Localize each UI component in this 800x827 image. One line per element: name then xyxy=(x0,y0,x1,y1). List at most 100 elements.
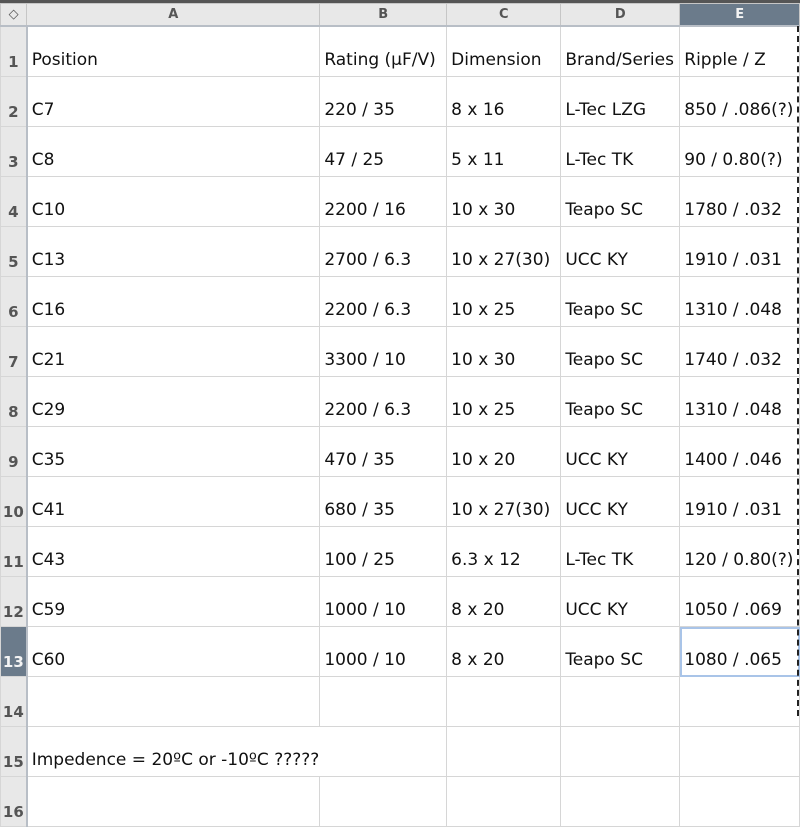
cell-b16[interactable] xyxy=(319,776,448,827)
cell-a9[interactable]: C35 xyxy=(26,426,321,477)
column-header-c[interactable]: C xyxy=(446,3,562,27)
cell-d5[interactable]: UCC KY xyxy=(560,226,681,277)
cell-c2[interactable]: 8 x 16 xyxy=(446,76,562,127)
row-header-1[interactable]: 1 xyxy=(0,25,28,77)
cell-a6[interactable]: C16 xyxy=(26,276,321,327)
cell-a4[interactable]: C10 xyxy=(26,176,321,227)
cell-b9[interactable]: 470 / 35 xyxy=(319,426,448,477)
cell-b4[interactable]: 2200 / 16 xyxy=(319,176,448,227)
row-header-4[interactable]: 4 xyxy=(0,176,28,227)
select-all-diamond-icon[interactable]: ◇ xyxy=(0,3,28,27)
cell-c12[interactable]: 8 x 20 xyxy=(446,576,562,627)
row-header-13[interactable]: 13 xyxy=(0,626,28,677)
cell-b10[interactable]: 680 / 35 xyxy=(319,476,448,527)
cell-b11[interactable]: 100 / 25 xyxy=(319,526,448,577)
cell-e12[interactable]: 1050 / .069 xyxy=(679,576,800,627)
cell-c7[interactable]: 10 x 30 xyxy=(446,326,562,377)
cell-d4[interactable]: Teapo SC xyxy=(560,176,681,227)
column-header-e[interactable]: E xyxy=(679,3,800,27)
cell-b1[interactable]: Rating (µF/V) xyxy=(319,25,448,77)
cell-b7[interactable]: 3300 / 10 xyxy=(319,326,448,377)
row-header-7[interactable]: 7 xyxy=(0,326,28,377)
cell-c10[interactable]: 10 x 27(30) xyxy=(446,476,562,527)
cell-b13[interactable]: 1000 / 10 xyxy=(319,626,448,677)
cell-a2[interactable]: C7 xyxy=(26,76,321,127)
cell-d10[interactable]: UCC KY xyxy=(560,476,681,527)
cell-a13[interactable]: C60 xyxy=(26,626,321,677)
cell-a16[interactable] xyxy=(26,776,321,827)
cell-c6[interactable]: 10 x 25 xyxy=(446,276,562,327)
cell-b14[interactable] xyxy=(319,676,448,727)
cell-c15[interactable] xyxy=(446,726,562,777)
cell-d3[interactable]: L-Tec TK xyxy=(560,126,681,177)
cell-d14[interactable] xyxy=(560,676,681,727)
cell-d8[interactable]: Teapo SC xyxy=(560,376,681,427)
cell-a5[interactable]: C13 xyxy=(26,226,321,277)
cell-e15[interactable] xyxy=(679,726,800,777)
cell-e16[interactable] xyxy=(679,776,800,827)
column-header-a[interactable]: A xyxy=(26,3,321,27)
row-header-5[interactable]: 5 xyxy=(0,226,28,277)
cell-d6[interactable]: Teapo SC xyxy=(560,276,681,327)
cell-a8[interactable]: C29 xyxy=(26,376,321,427)
cell-c4[interactable]: 10 x 30 xyxy=(446,176,562,227)
column-header-d[interactable]: D xyxy=(560,3,681,27)
cell-e13[interactable]: 1080 / .065 xyxy=(679,626,800,677)
cell-b6[interactable]: 2200 / 6.3 xyxy=(319,276,448,327)
cell-e3[interactable]: 90 / 0.80(?) xyxy=(679,126,800,177)
cell-c16[interactable] xyxy=(446,776,562,827)
cell-d13[interactable]: Teapo SC xyxy=(560,626,681,677)
cell-b15[interactable] xyxy=(319,726,448,777)
cell-e6[interactable]: 1310 / .048 xyxy=(679,276,800,327)
cell-d16[interactable] xyxy=(560,776,681,827)
cell-a1[interactable]: Position xyxy=(26,25,321,77)
cell-a7[interactable]: C21 xyxy=(26,326,321,377)
cell-b12[interactable]: 1000 / 10 xyxy=(319,576,448,627)
cell-e7[interactable]: 1740 / .032 xyxy=(679,326,800,377)
row-header-6[interactable]: 6 xyxy=(0,276,28,327)
row-header-14[interactable]: 14 xyxy=(0,676,28,727)
row-header-10[interactable]: 10 xyxy=(0,476,28,527)
cell-e11[interactable]: 120 / 0.80(?) xyxy=(679,526,800,577)
row-header-11[interactable]: 11 xyxy=(0,526,28,577)
cell-e2[interactable]: 850 / .086(?) xyxy=(679,76,800,127)
row-header-15[interactable]: 15 xyxy=(0,726,28,777)
cell-c1[interactable]: Dimension xyxy=(446,25,562,77)
cell-b3[interactable]: 47 / 25 xyxy=(319,126,448,177)
cell-e4[interactable]: 1780 / .032 xyxy=(679,176,800,227)
cell-d12[interactable]: UCC KY xyxy=(560,576,681,627)
cell-c8[interactable]: 10 x 25 xyxy=(446,376,562,427)
row-header-12[interactable]: 12 xyxy=(0,576,28,627)
row-header-9[interactable]: 9 xyxy=(0,426,28,477)
row-header-8[interactable]: 8 xyxy=(0,376,28,427)
cell-e14[interactable] xyxy=(679,676,800,727)
cell-d2[interactable]: L-Tec LZG xyxy=(560,76,681,127)
cell-c3[interactable]: 5 x 11 xyxy=(446,126,562,177)
cell-a11[interactable]: C43 xyxy=(26,526,321,577)
cell-a15[interactable]: Impedence = 20ºC or -10ºC ????? xyxy=(26,726,320,777)
row-header-2[interactable]: 2 xyxy=(0,76,28,127)
cell-c5[interactable]: 10 x 27(30) xyxy=(446,226,562,277)
cell-e10[interactable]: 1910 / .031 xyxy=(679,476,800,527)
cell-d7[interactable]: Teapo SC xyxy=(560,326,681,377)
cell-a10[interactable]: C41 xyxy=(26,476,321,527)
row-header-3[interactable]: 3 xyxy=(0,126,28,177)
cell-e8[interactable]: 1310 / .048 xyxy=(679,376,800,427)
cell-c14[interactable] xyxy=(446,676,562,727)
cell-a12[interactable]: C59 xyxy=(26,576,321,627)
cell-c11[interactable]: 6.3 x 12 xyxy=(446,526,562,577)
cell-c13[interactable]: 8 x 20 xyxy=(446,626,562,677)
cell-a3[interactable]: C8 xyxy=(26,126,321,177)
cell-c9[interactable]: 10 x 20 xyxy=(446,426,562,477)
cell-e5[interactable]: 1910 / .031 xyxy=(679,226,800,277)
cell-d9[interactable]: UCC KY xyxy=(560,426,681,477)
cell-b2[interactable]: 220 / 35 xyxy=(319,76,448,127)
cell-d1[interactable]: Brand/Series xyxy=(560,25,681,77)
row-header-16[interactable]: 16 xyxy=(0,776,28,827)
cell-b8[interactable]: 2200 / 6.3 xyxy=(319,376,448,427)
cell-d15[interactable] xyxy=(560,726,681,777)
column-header-b[interactable]: B xyxy=(319,3,448,27)
cell-d11[interactable]: L-Tec TK xyxy=(560,526,681,577)
cell-b5[interactable]: 2700 / 6.3 xyxy=(319,226,448,277)
cell-a14[interactable] xyxy=(26,676,321,727)
